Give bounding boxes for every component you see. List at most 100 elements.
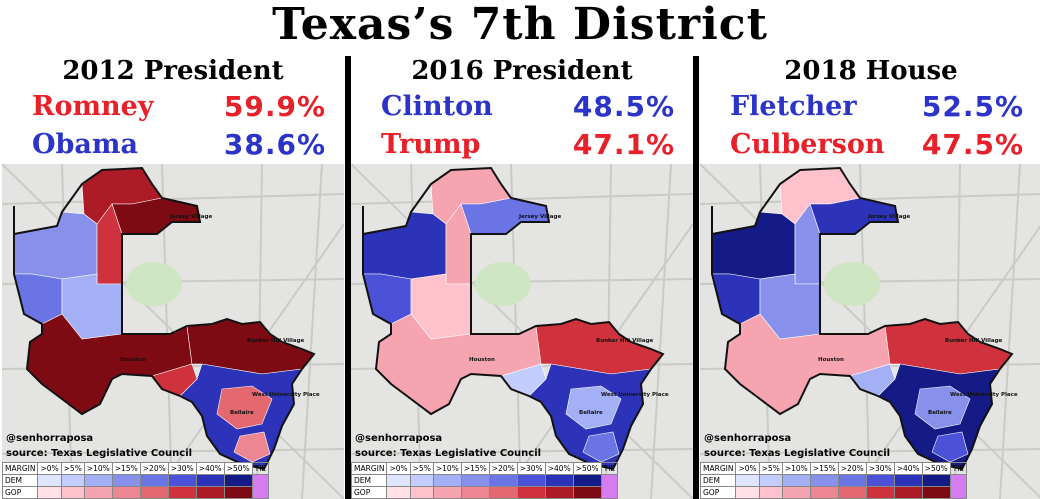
district-map: Houston Bellaire West University Place Bunk… xyxy=(2,164,344,499)
map-place-label: West University Place xyxy=(950,392,1018,398)
legend-bucket-label: >5% xyxy=(60,462,85,475)
legend-bucket-label: >50% xyxy=(572,462,602,475)
candidate-row: Fletcher 52.5% xyxy=(700,90,1040,124)
map-place-label: West University Place xyxy=(601,392,669,398)
panel-2018-house: 2018 House Fletcher 52.5% Culberson 47.5% Hou… xyxy=(700,56,1040,499)
panel-heading: 2016 President xyxy=(411,56,633,86)
map-place-label: Bunker Hill Village xyxy=(596,338,654,344)
legend-bucket-label: >50% xyxy=(223,462,253,475)
page-title: Texas’s 7th District xyxy=(272,0,768,50)
legend-gop-swatch xyxy=(60,486,85,499)
district-outline xyxy=(13,166,316,471)
legend-gop-swatch xyxy=(223,486,253,499)
candidate-name: Clinton xyxy=(381,91,493,122)
legend-bucket-label: >15% xyxy=(460,462,490,475)
legend-bucket-label: >0% xyxy=(735,462,760,475)
credit-source: source: Texas Legislative Council xyxy=(355,448,542,459)
legend-gop-swatch xyxy=(460,486,490,499)
legend-dem-swatch xyxy=(544,474,574,487)
candidate-name: Obama xyxy=(32,129,138,160)
district-map: Houston Bellaire West University Place Bunk… xyxy=(700,164,1040,499)
precinct-group xyxy=(14,168,314,469)
legend-dem-swatch xyxy=(195,474,225,487)
legend-dem-swatch xyxy=(837,474,867,487)
precinct-region xyxy=(582,431,620,463)
legend-gop-swatch xyxy=(544,486,574,499)
legend-bucket-label: >15% xyxy=(111,462,141,475)
district-outline xyxy=(362,166,665,471)
legend-bucket-label: >30% xyxy=(516,462,546,475)
legend-dem-swatch xyxy=(781,474,811,487)
candidate-name: Fletcher xyxy=(730,91,857,122)
legend-dem-swatch xyxy=(167,474,197,487)
legend-gop-label: GOP xyxy=(700,486,737,499)
legend-bucket-label: >30% xyxy=(167,462,197,475)
legend-dem-swatch xyxy=(865,474,895,487)
legend-margin-label: MARGIN xyxy=(351,462,388,475)
credit-source: source: Texas Legislative Council xyxy=(6,448,193,459)
map-place-label: Jersey Village xyxy=(518,214,561,220)
map-road xyxy=(650,164,672,499)
map-place-label: Houston xyxy=(469,357,495,363)
map-place-label: West University Place xyxy=(252,392,320,398)
legend-dem-label: DEM xyxy=(2,474,39,487)
legend-dem-swatch xyxy=(83,474,113,487)
legend-bucket-label: >5% xyxy=(409,462,434,475)
legend-dem-swatch xyxy=(758,474,783,487)
legend-bucket-label: >10% xyxy=(83,462,113,475)
legend-dem-swatch xyxy=(37,474,62,487)
legend-gop-swatch xyxy=(195,486,225,499)
map-road xyxy=(351,448,693,455)
district-map: Houston Bellaire West University Place Bunk… xyxy=(351,164,693,499)
legend-dem-swatch xyxy=(893,474,923,487)
candidate-row: Obama 38.6% xyxy=(2,128,344,162)
precinct-group xyxy=(363,168,663,469)
legend-dem-swatch xyxy=(139,474,169,487)
legend-dem-swatch xyxy=(460,474,490,487)
legend-bucket-label: >20% xyxy=(139,462,169,475)
legend-dem-swatch xyxy=(409,474,434,487)
panel-2016-president: 2016 President Clinton 48.5% Trump 47.1% Hous… xyxy=(351,56,693,499)
legend-gop-swatch xyxy=(167,486,197,499)
panel-heading: 2012 President xyxy=(62,56,284,86)
legend-bucket-label: >40% xyxy=(893,462,923,475)
legend-tie-swatch xyxy=(600,474,619,499)
candidate-name: Romney xyxy=(32,91,154,122)
map-place-label: Bunker Hill Village xyxy=(945,338,1003,344)
legend-gop-swatch xyxy=(893,486,923,499)
map-place-label: Houston xyxy=(120,357,146,363)
legend-gop-swatch xyxy=(111,486,141,499)
legend-bucket-label: >10% xyxy=(432,462,462,475)
precinct-region xyxy=(931,431,969,463)
map-road xyxy=(2,193,344,205)
legend-bucket-label: >0% xyxy=(37,462,62,475)
legend-dem-swatch xyxy=(921,474,951,487)
precinct-group xyxy=(712,168,1012,469)
legend-bucket-label: >40% xyxy=(544,462,574,475)
map-park xyxy=(126,262,182,306)
map-place-label: Bellaire xyxy=(579,410,603,416)
map-place-label: Bunker Hill Village xyxy=(247,338,305,344)
legend-dem-swatch xyxy=(735,474,760,487)
divider-left xyxy=(345,56,351,499)
legend-gop-swatch xyxy=(809,486,839,499)
map-park xyxy=(824,262,880,306)
legend-gop-swatch xyxy=(837,486,867,499)
precinct-region xyxy=(565,385,622,430)
legend-dem-swatch xyxy=(488,474,518,487)
panel-2012-president: 2012 President Romney 59.9% Obama 38.6% Houst… xyxy=(2,56,344,499)
legend-dem-swatch xyxy=(223,474,253,487)
map-road xyxy=(301,164,323,499)
map-place-label: Bellaire xyxy=(230,410,254,416)
credit-source: source: Texas Legislative Council xyxy=(704,448,891,459)
legend-dem-swatch xyxy=(111,474,141,487)
precinct-region xyxy=(914,385,971,430)
map-road xyxy=(999,164,1021,499)
panel-heading: 2018 House xyxy=(784,56,958,86)
district-outline xyxy=(711,166,1014,471)
map-road xyxy=(700,448,1040,455)
candidate-name: Culberson xyxy=(730,129,885,160)
legend-tie-label: TIE xyxy=(949,462,968,475)
legend-dem-label: DEM xyxy=(700,474,737,487)
map-road xyxy=(351,193,693,205)
